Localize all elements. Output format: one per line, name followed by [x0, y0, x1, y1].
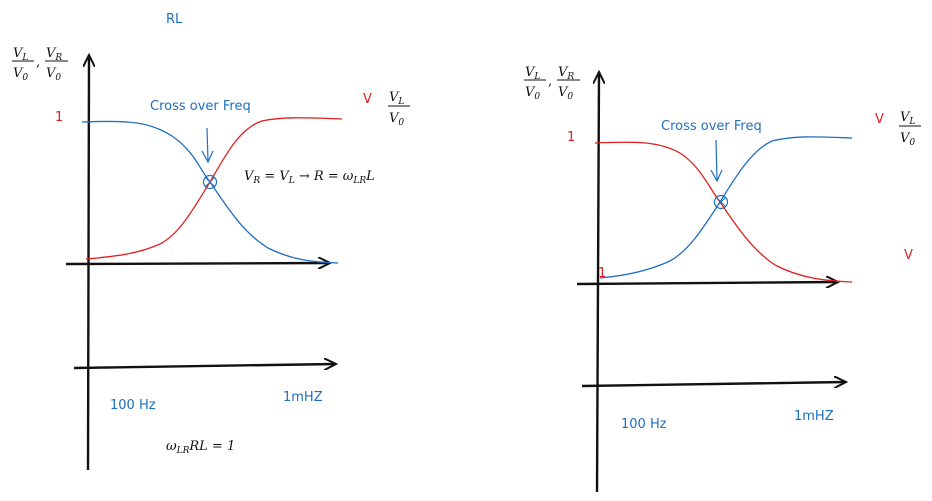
left-freq-low-label: 100 Hz — [110, 398, 156, 413]
right-panel: VL V0 , VR V0 1 1 — [524, 65, 921, 493]
svg-text:VL: VL — [525, 65, 540, 82]
left-crossover-arrow — [201, 127, 214, 164]
left-panel: VL V0 , VR V0 1 — [12, 46, 410, 471]
svg-text:VL: VL — [13, 46, 28, 63]
right-crossover-label: Cross over Freq — [661, 119, 762, 134]
left-x-axis-lower — [73, 364, 336, 368]
right-x-axis-lower — [581, 382, 846, 386]
svg-text:VR: VR — [558, 65, 574, 82]
svg-text:,: , — [36, 55, 40, 70]
right-freq-low-label: 100 Hz — [621, 417, 667, 432]
right-crossover-marker — [713, 194, 729, 210]
svg-text:VL: VL — [389, 90, 404, 107]
left-freq-high-label: 1mHZ — [283, 390, 323, 405]
left-y-one-label: 1 — [55, 110, 63, 125]
right-freq-high-label: 1mHZ — [794, 409, 834, 424]
right-x-axis-upper — [576, 282, 838, 284]
left-legend-fraction: VL V0 — [388, 90, 410, 128]
left-legend-v: V — [363, 92, 372, 107]
right-crossover-arrow — [710, 139, 723, 183]
diagram-title: RL — [166, 12, 183, 27]
right-legend-fraction: VL V0 — [899, 110, 921, 148]
left-y-axis-label: VL V0 , VR V0 — [12, 46, 68, 83]
svg-text:,: , — [548, 74, 552, 89]
right-legend-v: V — [875, 112, 884, 127]
right-red-curve — [594, 141, 853, 283]
svg-text:VL: VL — [900, 110, 915, 127]
right-y-axis-label: VL V0 , VR V0 — [524, 65, 580, 102]
svg-text:VR: VR — [46, 46, 62, 63]
left-x-axis-upper — [65, 263, 330, 264]
right-origin-one-label: 1 — [598, 266, 606, 281]
svg-text:V0: V0 — [13, 66, 28, 83]
right-legend-v-lower: V — [904, 248, 913, 263]
left-bottom-equation: ωLRRL = 1 — [166, 439, 235, 456]
left-crossover-equation: VR = VL → R = ωLRL — [244, 169, 375, 186]
svg-text:V0: V0 — [900, 131, 915, 148]
left-blue-curve — [81, 120, 339, 264]
left-crossover-label: Cross over Freq — [150, 99, 251, 114]
right-y-one-label: 1 — [567, 130, 575, 145]
svg-text:V0: V0 — [558, 85, 573, 102]
right-y-axis — [597, 72, 599, 493]
svg-text:V0: V0 — [525, 85, 540, 102]
left-y-axis — [88, 55, 89, 471]
svg-text:V0: V0 — [46, 66, 61, 83]
svg-text:V0: V0 — [389, 111, 404, 128]
right-blue-curve — [599, 136, 853, 279]
left-crossover-marker — [202, 174, 218, 190]
